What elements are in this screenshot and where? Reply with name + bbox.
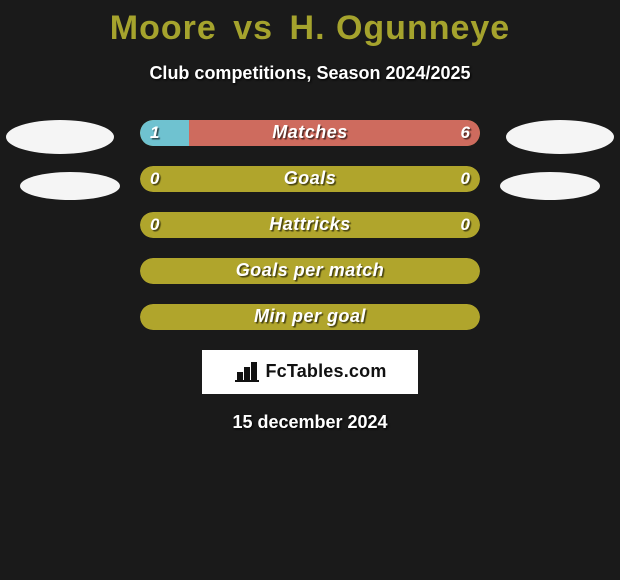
player2-value: 6 xyxy=(440,120,470,146)
stat-bar: Goals0 0 xyxy=(140,166,480,192)
stat-bar: Min per goal xyxy=(140,304,480,330)
player1-value: 0 xyxy=(150,212,180,238)
stat-label: Goals xyxy=(140,166,480,192)
stat-label: Matches xyxy=(140,120,480,146)
player1-value: 1 xyxy=(150,120,180,146)
stat-label: Min per goal xyxy=(140,304,480,330)
player1-club-badge xyxy=(20,172,120,200)
source-badge-text: FcTables.com xyxy=(265,361,386,382)
player1-avatar xyxy=(6,120,114,154)
player2-avatar xyxy=(506,120,614,154)
source-badge: FcTables.com xyxy=(202,350,418,394)
chart-icon xyxy=(233,361,261,383)
stat-bar: Hattricks0 0 xyxy=(140,212,480,238)
subtitle: Club competitions, Season 2024/2025 xyxy=(0,63,620,84)
player2-name: H. Ogunneye xyxy=(290,9,511,47)
stat-label: Hattricks xyxy=(140,212,480,238)
page-title: Moore vs H. Ogunneye xyxy=(0,8,620,49)
date-label: 15 december 2024 xyxy=(0,412,620,433)
player1-name: Moore xyxy=(110,9,217,47)
stats-bars: Matches16Goals00Hattricks00Goals per mat… xyxy=(140,120,480,330)
player1-value: 0 xyxy=(150,166,180,192)
stat-bar: Goals per match xyxy=(140,258,480,284)
player2-value: 0 xyxy=(440,212,470,238)
player2-club-badge xyxy=(500,172,600,200)
player2-value: 0 xyxy=(440,166,470,192)
comparison-card: Moore vs H. Ogunneye Club competitions, … xyxy=(0,0,620,580)
stat-label: Goals per match xyxy=(140,258,480,284)
vs-label: vs xyxy=(233,9,273,47)
stat-bar: Matches1 6 xyxy=(140,120,480,146)
